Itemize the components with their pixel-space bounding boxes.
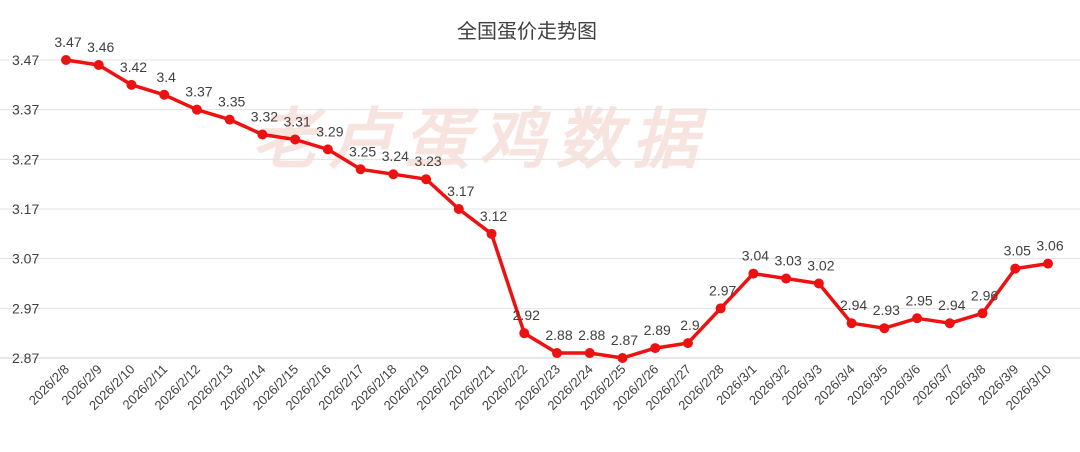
data-label: 3.35	[218, 94, 245, 110]
data-label: 3.29	[316, 123, 343, 139]
y-tick-label: 3.17	[12, 201, 39, 217]
data-point	[453, 204, 464, 214]
data-labels: 3.47 3.46 3.42 3.4 3.37 3.35 3.32 3.31 3.29 3.25 3…	[54, 34, 1063, 348]
data-point	[421, 174, 432, 185]
data-point	[93, 59, 104, 70]
data-point	[846, 318, 857, 329]
data-label: 3.04	[742, 248, 769, 264]
data-label: 2.94	[840, 297, 867, 313]
data-label: 3.47	[54, 34, 81, 50]
data-label: 2.93	[873, 302, 900, 318]
y-tick-label: 2.87	[12, 350, 39, 366]
data-label: 2.87	[611, 332, 638, 348]
data-point	[257, 129, 268, 140]
data-point	[617, 353, 628, 363]
data-label: 3.25	[349, 143, 376, 159]
data-label: 3.42	[120, 59, 147, 75]
data-label: 2.88	[578, 327, 605, 343]
data-label: 3.23	[414, 153, 441, 169]
data-point	[552, 348, 562, 359]
data-point	[519, 328, 530, 339]
data-label: 2.96	[971, 287, 998, 303]
data-label: 3.31	[284, 113, 311, 129]
data-label: 3.4	[156, 69, 176, 85]
data-point	[715, 303, 726, 314]
data-point	[61, 55, 71, 65]
data-label: 3.46	[87, 39, 114, 55]
y-tick-label: 2.97	[12, 300, 39, 316]
data-point	[682, 338, 693, 349]
data-point	[290, 134, 301, 145]
y-tick-label: 3.27	[12, 151, 39, 167]
data-label: 3.02	[807, 258, 834, 274]
y-tick-label: 3.37	[12, 102, 39, 118]
series-points	[61, 55, 1053, 363]
data-point	[584, 348, 595, 359]
data-point	[322, 144, 333, 155]
data-point	[912, 313, 923, 324]
y-tick-label: 3.07	[12, 251, 39, 267]
chart-title: 全国蛋价走势图	[457, 19, 597, 43]
data-point	[813, 278, 824, 289]
data-point	[879, 323, 890, 334]
data-label: 3.05	[1004, 243, 1031, 259]
data-label: 3.24	[382, 148, 409, 164]
data-point	[486, 228, 497, 239]
data-point	[781, 273, 792, 284]
data-point	[388, 169, 399, 180]
data-label: 2.95	[905, 292, 932, 308]
data-label: 2.89	[644, 322, 671, 338]
data-point	[126, 79, 137, 90]
gridlines	[0, 59, 1080, 359]
watermark: 老卢蛋鸡数据	[252, 100, 708, 178]
data-label: 2.92	[513, 307, 540, 323]
data-label: 3.32	[251, 109, 278, 125]
data-label: 2.97	[709, 282, 736, 298]
y-tick-label: 3.47	[12, 52, 39, 68]
data-point	[650, 343, 661, 354]
data-point	[748, 268, 759, 279]
data-point	[159, 89, 170, 100]
data-label: 3.06	[1036, 238, 1063, 254]
data-point	[355, 164, 366, 175]
data-label: 3.37	[185, 84, 212, 100]
data-label: 3.17	[447, 183, 474, 199]
data-point	[1043, 258, 1053, 269]
data-point	[191, 104, 202, 115]
x-axis-ticks: 2026/2/82026/2/92026/2/102026/2/112026/2…	[26, 362, 1054, 414]
data-label: 2.9	[680, 317, 700, 333]
data-point	[224, 114, 235, 125]
data-point	[1010, 263, 1021, 274]
data-label: 3.12	[480, 208, 507, 224]
data-point	[977, 308, 988, 319]
y-axis-ticks: 3.47 3.37 3.27 3.17 3.07 2.97 2.87	[12, 52, 39, 366]
data-label: 2.94	[938, 297, 965, 313]
data-point	[944, 318, 955, 329]
data-label: 3.03	[775, 253, 802, 269]
data-label: 2.88	[545, 327, 572, 343]
